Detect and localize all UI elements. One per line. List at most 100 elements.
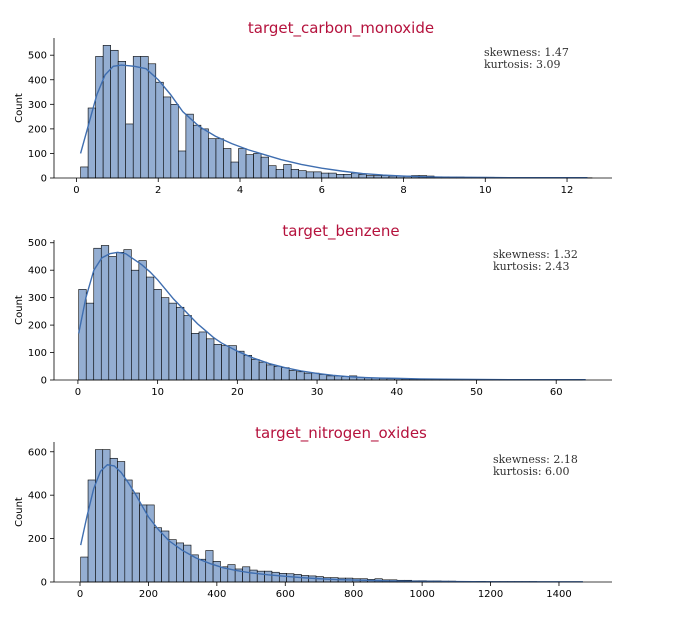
bars — [78, 245, 583, 381]
y-tick-label: 200 — [28, 534, 47, 545]
bar — [80, 556, 89, 583]
x-tick-label: 1200 — [478, 589, 503, 600]
bar — [251, 359, 260, 381]
kurtosis-annotation: kurtosis: 2.43 — [493, 260, 570, 273]
y-tick-label: 400 — [28, 75, 47, 86]
y-axis-label: Count — [14, 497, 25, 527]
bar — [208, 138, 217, 179]
bar — [236, 350, 245, 381]
y-tick-label: 300 — [28, 100, 47, 111]
chart-panel-1: target_carbon_monoxide 0 2 4 6 8 10 12 0 100 200 30… — [14, 19, 612, 196]
bar — [268, 165, 277, 179]
bar — [161, 297, 170, 381]
bar — [298, 170, 307, 179]
bar — [286, 573, 295, 583]
bar — [301, 575, 310, 583]
bar — [275, 169, 284, 179]
bar — [320, 172, 330, 179]
y-tick-label: 0 — [41, 376, 47, 387]
bar — [303, 372, 313, 381]
x-tick-label: 200 — [139, 589, 158, 600]
bar — [258, 361, 267, 381]
bar — [138, 260, 147, 381]
x-tick-label: 800 — [344, 589, 363, 600]
bar — [260, 156, 269, 179]
bar — [326, 375, 335, 381]
bar — [242, 566, 251, 583]
bar — [124, 479, 133, 583]
x-tick-label: 0 — [77, 589, 83, 600]
x-tick-label: 1000 — [409, 589, 434, 600]
skewness-annotation: skewness: 1.32 — [493, 248, 578, 261]
bar — [131, 492, 140, 583]
bar — [139, 504, 148, 583]
kurtosis-annotation: kurtosis: 6.00 — [493, 465, 570, 478]
bar — [183, 544, 192, 583]
bar — [146, 276, 155, 381]
bar — [215, 138, 224, 179]
y-tick-label: 200 — [28, 124, 47, 135]
bar — [108, 256, 117, 381]
x-tick-label: 60 — [550, 387, 563, 398]
skewness-annotation: skewness: 1.47 — [484, 46, 569, 59]
bar — [176, 306, 185, 381]
chart-panel-3: target_nitrogen_oxides 0 200 400 600 800 1000 1… — [14, 424, 612, 600]
bar — [206, 338, 215, 381]
y-tick-label: 400 — [28, 491, 47, 502]
bar — [273, 365, 282, 381]
bar — [351, 172, 360, 179]
bar — [85, 302, 95, 381]
bar — [193, 124, 202, 179]
y-tick-label: 500 — [28, 51, 47, 62]
y-axis-label: Count — [14, 295, 25, 325]
chart-panel-2: target_benzene 0 10 20 30 40 50 60 0 100 200 300 400… — [14, 222, 612, 398]
bar — [288, 370, 298, 381]
bar — [153, 289, 162, 381]
bar — [230, 161, 239, 179]
bar — [358, 174, 367, 179]
bar — [95, 56, 104, 179]
bar — [131, 269, 140, 381]
bar — [117, 61, 127, 179]
chart-title: target_carbon_monoxide — [248, 19, 434, 38]
bar — [256, 570, 265, 583]
bar — [296, 371, 305, 381]
bar — [290, 169, 300, 179]
kde-line — [79, 64, 588, 179]
bar — [153, 527, 162, 583]
x-tick-label: 600 — [276, 589, 295, 600]
bar — [110, 49, 119, 179]
bar — [249, 569, 258, 583]
y-tick-label: 100 — [28, 348, 47, 359]
bar — [80, 166, 89, 179]
bar — [221, 345, 230, 381]
y-tick-label: 400 — [28, 266, 47, 277]
bar — [140, 56, 149, 179]
x-tick-label: 50 — [470, 387, 483, 398]
bar — [163, 96, 172, 179]
bar — [227, 564, 236, 583]
bar — [183, 315, 192, 381]
bar — [168, 302, 177, 381]
bar — [198, 331, 207, 381]
bar — [281, 367, 290, 381]
bar — [102, 45, 111, 179]
x-tick-label: 40 — [390, 387, 403, 398]
bar — [205, 550, 214, 583]
x-tick-label: 0 — [73, 185, 79, 196]
bar — [147, 63, 157, 179]
bar — [178, 150, 187, 179]
bar — [293, 574, 302, 583]
y-tick-label: 600 — [28, 447, 47, 458]
bar — [109, 457, 118, 583]
bar — [343, 174, 352, 179]
bar — [198, 558, 207, 583]
bar — [125, 123, 134, 179]
x-tick-label: 12 — [561, 185, 574, 196]
bar — [313, 171, 322, 179]
skewness-annotation: skewness: 2.18 — [493, 453, 578, 466]
x-tick-label: 8 — [400, 185, 406, 196]
bar — [264, 570, 273, 583]
x-tick-label: 0 — [75, 387, 81, 398]
